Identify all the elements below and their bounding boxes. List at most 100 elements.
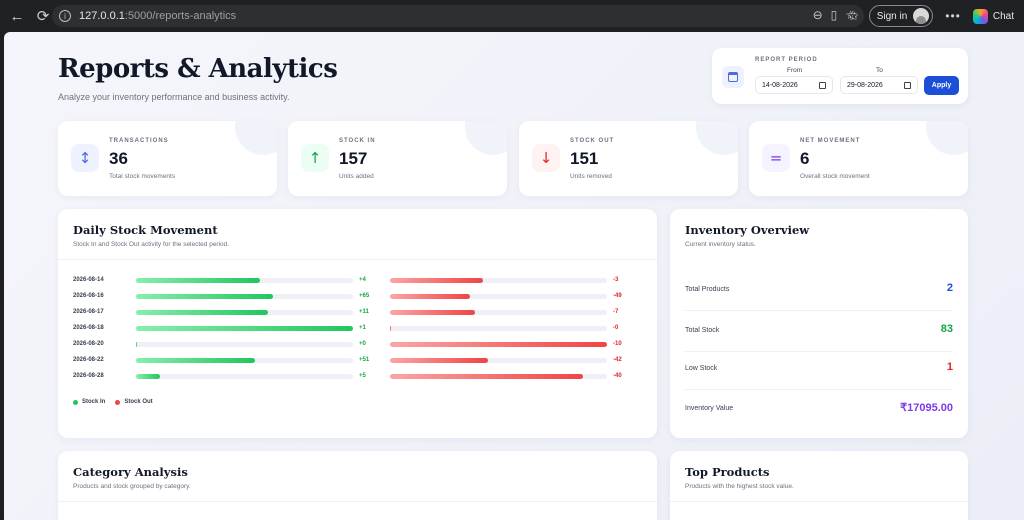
stock-in-bar (136, 278, 260, 283)
avatar-icon (913, 8, 930, 24)
stock-out-track (390, 358, 607, 363)
stat-value: 157 (339, 149, 368, 168)
stock-in-track (136, 278, 353, 283)
bookmark-star-icon[interactable]: ☆ (845, 8, 856, 22)
stock-out-bar (390, 342, 607, 347)
overview-value: 1 (946, 361, 953, 373)
inventory-overview-title: Inventory Overview (685, 223, 810, 237)
url-text: 127.0.0.1:5000/reports-analytics (79, 10, 237, 22)
overview-value: ₹17095.00 (900, 402, 953, 414)
daily-row: 2026-08-28 +5 -40 (73, 372, 633, 382)
report-period-panel: REPORT PERIOD From To 14-08-2026 29-08-2… (712, 48, 968, 104)
from-date-input[interactable]: 14-08-2026 (755, 76, 833, 94)
stock-out-value: -3 (613, 277, 619, 283)
inventory-overview-subtitle: Current inventory status. (685, 241, 756, 248)
arrow-up-icon: ↑ (301, 144, 329, 172)
stock-out-dot-icon (115, 399, 121, 405)
stock-in-track (136, 326, 353, 331)
date-picker-icon[interactable] (819, 82, 826, 89)
stock-out-value: -7 (613, 309, 619, 315)
stock-in-value: +11 (359, 309, 369, 315)
overview-label: Low Stock (685, 365, 718, 372)
sign-in-button[interactable]: Sign in (868, 5, 934, 27)
daily-stock-movement-card: Daily Stock Movement Stock In and Stock … (58, 209, 657, 438)
row-date: 2026-08-20 (73, 341, 104, 347)
row-date: 2026-08-18 (73, 325, 104, 331)
stock-out-track (390, 342, 607, 347)
stock-in-track (136, 374, 353, 379)
report-period-label: REPORT PERIOD (755, 57, 818, 63)
stat-card-stock-out: ↓ STOCK OUT 151 Units removed (519, 121, 738, 196)
apply-button[interactable]: Apply (924, 76, 959, 95)
daily-row: 2026-08-16 +65 -49 (73, 292, 633, 302)
stock-in-track (136, 342, 353, 347)
row-date: 2026-08-14 (73, 277, 104, 283)
arrow-down-icon: ↓ (532, 144, 560, 172)
page-content: Reports & Analytics Analyze your invento… (4, 32, 1024, 520)
row-date: 2026-08-17 (73, 309, 104, 315)
overview-value: 2 (946, 282, 953, 294)
top-products-card: Top Products Products with the highest s… (670, 451, 968, 520)
site-info-icon[interactable]: i (59, 10, 71, 22)
stock-out-value: -10 (613, 341, 622, 347)
daily-row: 2026-08-17 +11 -7 (73, 308, 633, 318)
chart-legend: Stock In Stock Out (73, 399, 153, 405)
favorites-icon[interactable]: ✩ (847, 8, 859, 23)
reading-mode-icon[interactable]: ▯ (830, 8, 838, 22)
arrows-updown-icon: ↕ (71, 144, 99, 172)
category-analysis-card: Category Analysis Products and stock gro… (58, 451, 657, 520)
equals-icon: = (762, 144, 790, 172)
stat-value: 6 (800, 149, 810, 168)
stock-out-value: -49 (613, 293, 622, 299)
overview-row-total-stock: Total Stock 83 (685, 312, 953, 350)
overview-label: Total Products (685, 286, 730, 293)
stock-in-value: +51 (359, 357, 370, 363)
daily-movement-title: Daily Stock Movement (73, 223, 218, 237)
stat-value: 151 (570, 149, 599, 168)
stock-out-bar (390, 374, 584, 379)
stat-card-transactions: ↕ TRANSACTIONS 36 Total stock movements (58, 121, 277, 196)
inventory-overview-card: Inventory Overview Current inventory sta… (670, 209, 968, 438)
stock-out-value: -40 (613, 373, 622, 379)
stat-value: 36 (109, 149, 128, 168)
to-date-input[interactable]: 29-08-2026 (840, 76, 918, 94)
chat-button[interactable]: Chat (972, 8, 1014, 24)
stat-caption: Overall stock movement (800, 173, 870, 180)
date-picker-icon[interactable] (904, 82, 911, 89)
stock-in-bar (136, 294, 273, 299)
stock-in-value: +5 (359, 373, 366, 379)
category-analysis-subtitle: Products and stock grouped by category. (73, 483, 191, 490)
stock-out-track (390, 374, 607, 379)
daily-movement-subtitle: Stock In and Stock Out activity for the … (73, 241, 230, 248)
more-options-icon[interactable]: ••• (945, 9, 961, 23)
category-analysis-title: Category Analysis (73, 465, 188, 479)
stock-out-value: -0 (613, 325, 619, 331)
stat-label: STOCK IN (339, 138, 376, 144)
daily-row: 2026-08-20 +0 -10 (73, 340, 633, 350)
reload-icon[interactable]: ⟳ (36, 8, 50, 25)
stock-in-track (136, 310, 353, 315)
stat-label: TRANSACTIONS (109, 138, 169, 144)
to-label: To (876, 67, 883, 74)
stock-out-track (390, 294, 607, 299)
daily-row: 2026-08-14 +4 -3 (73, 276, 633, 286)
stock-in-bar (136, 326, 353, 331)
stat-label: STOCK OUT (570, 138, 615, 144)
legend-stock-in: Stock In (82, 399, 106, 405)
stock-out-bar (390, 358, 488, 363)
stock-in-bar (136, 358, 256, 363)
stock-in-value: +1 (359, 325, 366, 331)
stock-in-value: +65 (359, 293, 370, 299)
stock-out-bar (390, 294, 471, 299)
stock-in-value: +4 (359, 277, 366, 283)
browser-toolbar: ← ⟳ i 127.0.0.1:5000/reports-analytics ⊖… (0, 0, 1024, 32)
address-bar[interactable]: i 127.0.0.1:5000/reports-analytics ⊖ ▯ ☆ (52, 5, 864, 27)
stock-in-dot-icon (73, 399, 78, 405)
overview-value: 83 (940, 323, 953, 335)
zoom-icon[interactable]: ⊖ (812, 8, 823, 22)
stock-out-bar (390, 278, 484, 283)
daily-row: 2026-08-18 +1 -0 (73, 324, 633, 334)
back-arrow-icon[interactable]: ← (9, 7, 25, 25)
copilot-logo-icon (972, 8, 988, 24)
overview-row-low-stock: Low Stock 1 (685, 350, 953, 388)
